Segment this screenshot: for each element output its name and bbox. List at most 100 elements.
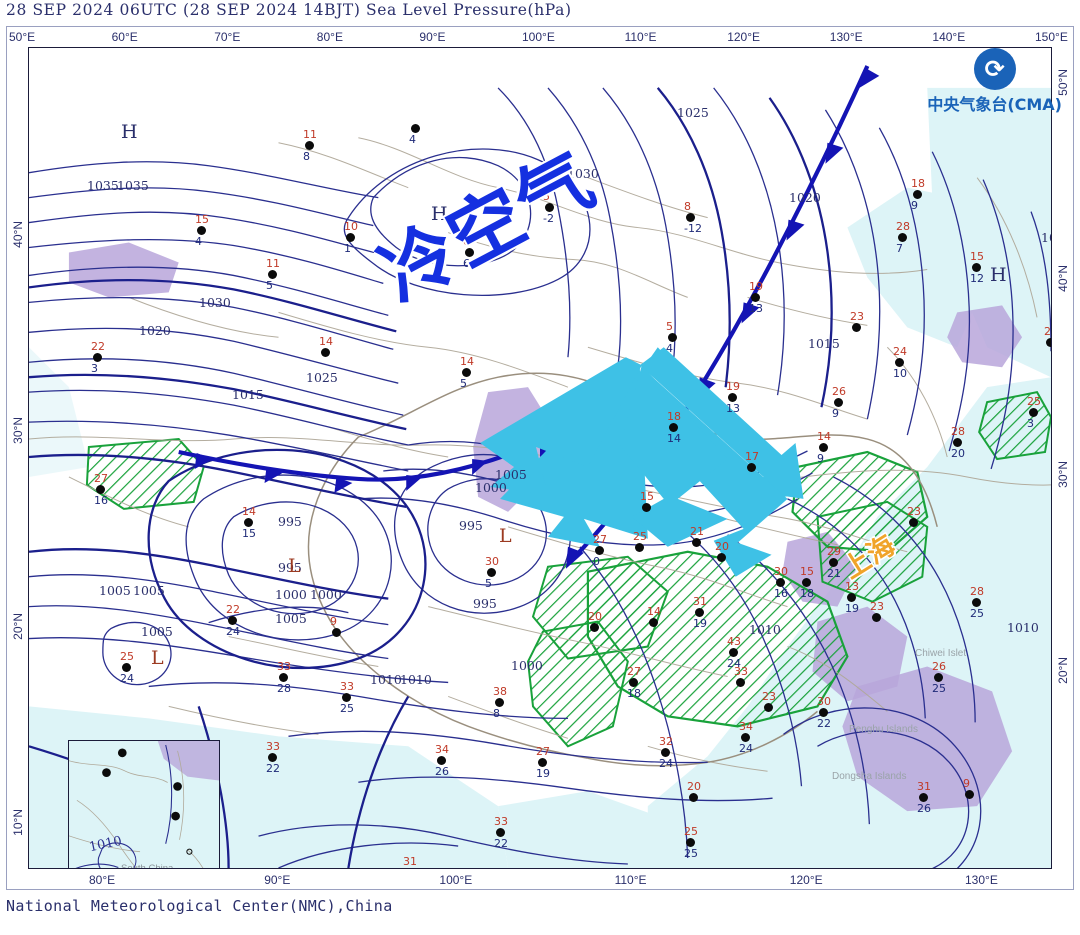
station-max-temp: 22 <box>226 603 240 616</box>
station-symbol <box>819 708 828 717</box>
station-symbol <box>728 393 737 402</box>
station-symbol <box>629 678 638 687</box>
high-pressure-center: H <box>121 121 138 143</box>
station-min-temp: 24 <box>727 657 741 670</box>
axis-right: 50°N 40°N 30°N 20°N <box>1051 27 1073 889</box>
station-symbol <box>909 518 918 527</box>
station-symbol <box>405 868 414 869</box>
station-symbol <box>545 203 554 212</box>
station-min-temp: -12 <box>684 222 702 235</box>
station-symbol <box>717 553 726 562</box>
station-symbol <box>751 293 760 302</box>
station-symbol <box>487 568 496 577</box>
station-min-temp: 25 <box>970 607 984 620</box>
isobar-label: 995 <box>459 518 483 533</box>
station-symbol <box>802 578 811 587</box>
station-max-temp: 23 <box>870 600 884 613</box>
station-symbol <box>595 546 604 555</box>
axis-bottom: 80°E 90°E 100°E 110°E 120°E 130°E <box>7 869 1073 889</box>
station-min-temp: 13 <box>726 402 740 415</box>
isobar-label: 995 <box>473 596 497 611</box>
isobar-label: 1010 <box>1007 620 1039 635</box>
station-max-temp: 30 <box>817 695 831 708</box>
station-max-temp: 31 <box>917 780 931 793</box>
station-min-temp: 9 <box>911 199 918 212</box>
station-min-temp: 28 <box>277 682 291 695</box>
station-symbol <box>642 503 651 512</box>
station-symbol <box>913 190 922 199</box>
station-min-temp: 8 <box>493 707 500 720</box>
station-min-temp: 19 <box>845 602 859 615</box>
isobar-label: 1035 <box>87 178 119 193</box>
isobar-label: 1010 <box>400 672 432 687</box>
station-max-temp: 23 <box>907 505 921 518</box>
isobar-label: 1000 <box>310 587 342 602</box>
station-min-temp: 12 <box>970 272 984 285</box>
station-max-temp: 5 <box>543 190 550 203</box>
station-symbol <box>1029 408 1038 417</box>
isobar-label: 1025 <box>677 105 709 120</box>
station-max-temp: 8 <box>684 200 691 213</box>
station-symbol <box>668 333 677 342</box>
station-max-temp: 20 <box>715 540 729 553</box>
high-pressure-center: H <box>990 264 1007 286</box>
south-china-sea-inset[interactable]: South China Sea Islands 1010 <box>68 740 220 868</box>
station-symbol <box>279 673 288 682</box>
axis-tick-top: 50°E <box>9 30 36 44</box>
station-min-temp: 25 <box>932 682 946 695</box>
station-symbol <box>228 616 237 625</box>
station-symbol <box>590 623 599 632</box>
station-min-temp: 7 <box>896 242 903 255</box>
isobar-label: 1015 <box>232 387 264 402</box>
station-max-temp: 22 <box>91 340 105 353</box>
axis-tick-left: 40°N <box>11 221 25 248</box>
station-symbol <box>829 558 838 567</box>
station-min-temp: 21 <box>827 567 841 580</box>
station-min-temp: 22 <box>817 717 831 730</box>
station-min-temp: 16 <box>94 494 108 507</box>
coastlines <box>29 137 1051 772</box>
station-max-temp: 34 <box>435 743 449 756</box>
station-min-temp: 24 <box>659 757 673 770</box>
synoptic-map[interactable]: 1035 1035 1030 1020 1025 1015 1030 1025 1020 1015… <box>28 47 1052 869</box>
axis-tick-bottom: 100°E <box>439 873 473 887</box>
isobar-label: 1030 <box>567 166 599 181</box>
station-min-temp: 26 <box>435 765 449 778</box>
station-min-temp: 25 <box>684 847 698 860</box>
station-symbol <box>741 733 750 742</box>
station-max-temp: 18 <box>911 177 925 190</box>
station-max-temp: 30 <box>774 565 788 578</box>
axis-tick-bottom: 120°E <box>789 873 823 887</box>
station-min-temp: 5 <box>266 279 273 292</box>
station-min-temp: 6 <box>463 257 470 270</box>
station-symbol <box>872 613 881 622</box>
station-max-temp: 15 <box>195 213 209 226</box>
island-label: Dongsha Islands <box>832 771 907 782</box>
station-max-temp: 19 <box>749 280 763 293</box>
station-max-temp: 26 <box>832 385 846 398</box>
axis-tick-top: 150°E <box>1035 30 1068 44</box>
station-symbol <box>465 248 474 257</box>
station-max-temp: 23 <box>1044 325 1051 338</box>
station-symbol <box>495 698 504 707</box>
axis-tick-left: 20°N <box>11 613 25 640</box>
station-min-temp: 5 <box>460 377 467 390</box>
station-max-temp: 27 <box>536 745 550 758</box>
station-min-temp: 19 <box>536 767 550 780</box>
axis-tick-left: 30°N <box>11 417 25 444</box>
station-max-temp: 33 <box>266 740 280 753</box>
isobar-label: 995 <box>278 514 302 529</box>
station-symbol <box>96 485 105 494</box>
axis-tick-top: 110°E <box>624 30 657 44</box>
station-symbol <box>437 756 446 765</box>
station-min-temp: 24 <box>226 625 240 638</box>
station-max-temp: 25 <box>120 650 134 663</box>
station-min-temp: 9 <box>832 407 839 420</box>
station-max-temp: 25 <box>633 530 647 543</box>
station-symbol <box>934 673 943 682</box>
station-max-temp: 31 <box>693 595 707 608</box>
isobar-label: 995 <box>278 560 302 575</box>
station-symbol <box>686 838 695 847</box>
axis-tick-bottom: 130°E <box>965 873 998 887</box>
station-symbol <box>669 423 678 432</box>
